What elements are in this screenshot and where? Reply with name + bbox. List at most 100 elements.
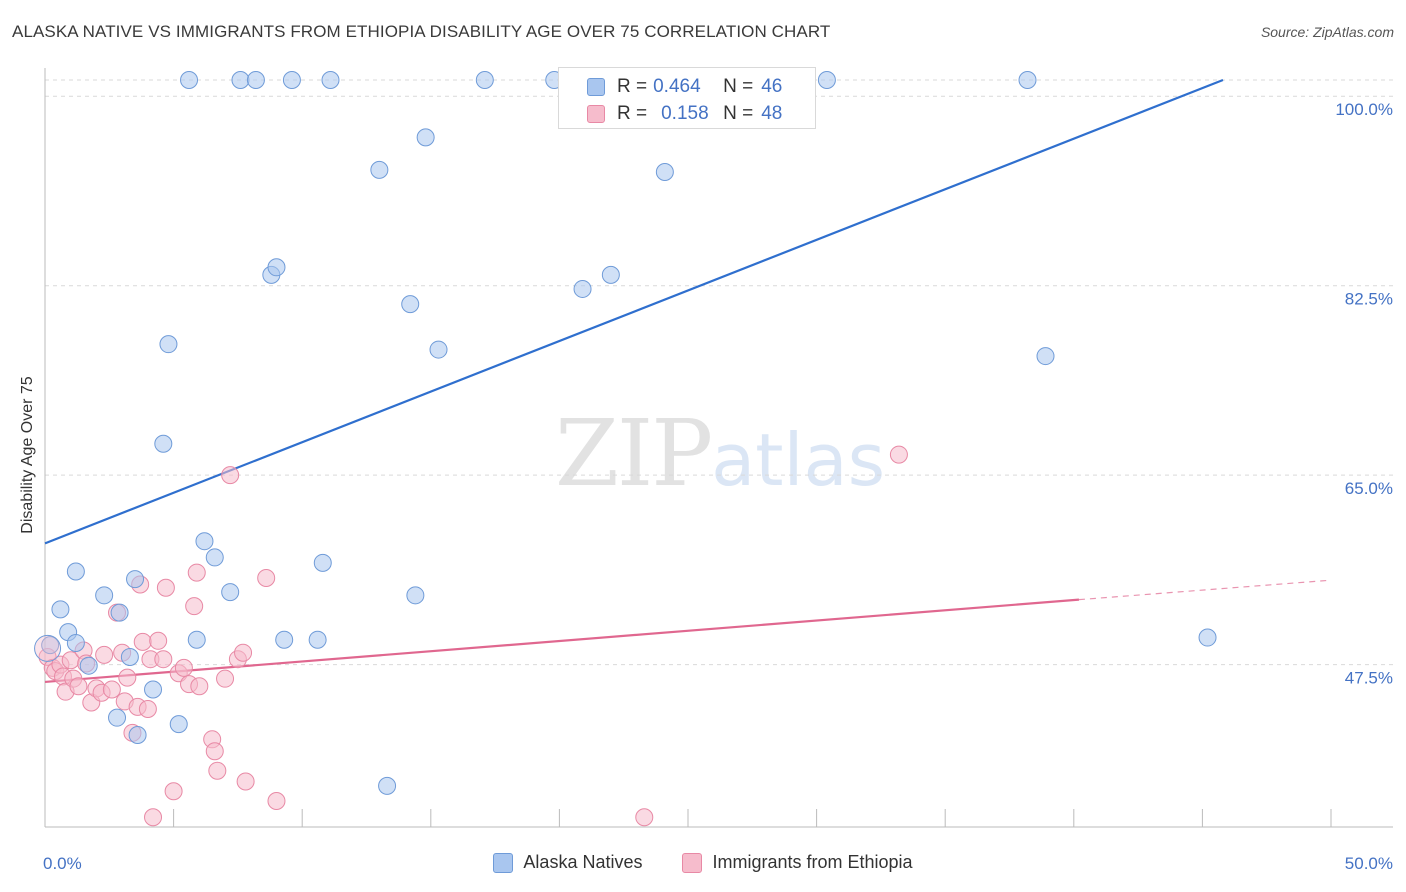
- legend-n-value: 46: [761, 76, 783, 97]
- data-point-ethiopia: [267, 792, 286, 811]
- data-point-alaska-natives: [51, 600, 70, 619]
- x-tick-label-max: 50.0%: [1345, 854, 1393, 873]
- data-point-alaska-natives: [308, 630, 327, 649]
- data-point-ethiopia: [185, 597, 204, 616]
- data-point-alaska-natives: [66, 633, 85, 652]
- trend-line-ethiopia: [44, 598, 1080, 684]
- data-point-alaska-natives: [95, 586, 114, 605]
- data-point-alaska-natives: [126, 570, 145, 589]
- chart-title: ALASKA NATIVE VS IMMIGRANTS FROM ETHIOPI…: [12, 22, 831, 41]
- data-point-alaska-natives: [195, 532, 214, 551]
- data-point-alaska-natives: [370, 160, 389, 179]
- data-point-ethiopia: [889, 445, 908, 464]
- data-point-alaska-natives: [817, 71, 836, 89]
- data-point-ethiopia: [221, 466, 240, 485]
- data-point-alaska-natives: [406, 586, 425, 605]
- data-point-ethiopia: [190, 677, 209, 696]
- data-point-ethiopia: [156, 578, 175, 597]
- data-point-alaska-natives: [267, 258, 286, 277]
- watermark-atlas: atlas: [711, 418, 886, 502]
- data-point-alaska-natives: [154, 434, 173, 453]
- data-point-alaska-natives: [655, 163, 674, 182]
- data-point-ethiopia: [187, 563, 206, 582]
- data-point-alaska-natives: [169, 715, 188, 734]
- legend-r-label: R =: [617, 76, 648, 97]
- grid-lines: [45, 79, 1393, 666]
- data-point-alaska-natives: [120, 648, 139, 667]
- series-legend-ethiopia[interactable]: Immigrants from Ethiopia: [682, 852, 913, 873]
- data-point-ethiopia: [138, 699, 157, 718]
- data-point-alaska-natives: [401, 295, 420, 314]
- series-legend-alaska-natives[interactable]: Alaska Natives: [493, 852, 642, 873]
- data-point-ethiopia: [174, 658, 193, 677]
- legend-n-value: 48: [761, 103, 783, 124]
- data-point-alaska-natives: [108, 708, 127, 727]
- data-point-ethiopia: [144, 808, 163, 827]
- data-point-alaska-natives: [1036, 347, 1055, 366]
- data-point-alaska-natives: [378, 776, 397, 795]
- legend-n-label: N =: [723, 76, 754, 97]
- trend-line-alaska-natives: [44, 78, 1224, 545]
- legend-r-label: R =: [617, 103, 648, 124]
- data-point-ethiopia: [118, 668, 137, 687]
- data-point-alaska-natives: [1018, 71, 1037, 89]
- legend-r-value: 0.158: [661, 103, 709, 124]
- y-tick-label: 100.0%: [1335, 100, 1393, 119]
- data-point-ethiopia: [102, 680, 121, 699]
- legend-row-ethiopia: R = 0.158 N = 48: [587, 101, 782, 127]
- data-point-ethiopia: [69, 677, 88, 696]
- y-tick-label: 65.0%: [1345, 479, 1393, 498]
- data-point-alaska-natives: [429, 340, 448, 359]
- series-swatch-pink: [682, 852, 703, 873]
- legend-r-value: 0.464: [653, 76, 701, 97]
- data-point-alaska-natives: [231, 71, 250, 89]
- watermark: ZIPatlas: [555, 400, 885, 507]
- data-point-alaska-natives: [1198, 628, 1217, 647]
- series-name: Alaska Natives: [523, 852, 643, 872]
- data-point-alaska-natives: [144, 680, 163, 699]
- legend-row-alaska-natives: R = 0.464 N = 46: [587, 74, 782, 100]
- tick-labels: 47.5% 65.0% 82.5% 100.0% 0.0% 50.0%: [43, 100, 1393, 873]
- data-point-alaska-natives: [128, 725, 147, 744]
- data-point-ethiopia: [635, 808, 654, 827]
- watermark-zip: ZIP: [555, 400, 713, 507]
- data-point-alaska-natives: [275, 630, 294, 649]
- data-point-alaska-natives: [41, 636, 60, 655]
- axes: [44, 68, 1393, 828]
- data-point-alaska-natives: [475, 71, 494, 89]
- data-point-alaska-natives: [221, 583, 240, 602]
- data-point-ethiopia: [149, 631, 168, 650]
- points-immigrants-from-ethiopia: [38, 445, 908, 827]
- data-point-alaska-natives: [282, 71, 301, 89]
- series-name: Immigrants from Ethiopia: [712, 852, 913, 872]
- legend-n-label: N =: [723, 103, 754, 124]
- data-point-alaska-natives: [110, 603, 129, 622]
- correlation-legend: R = 0.464 N = 46 R = 0.158 N = 48: [558, 67, 816, 129]
- data-point-cluster-origin: [34, 634, 62, 662]
- data-point-alaska-natives: [159, 335, 178, 354]
- data-point-alaska-natives: [246, 71, 265, 89]
- data-point-alaska-natives: [416, 128, 435, 147]
- data-point-ethiopia: [205, 742, 224, 761]
- series-legend: Alaska Natives Immigrants from Ethiopia: [0, 852, 1406, 873]
- data-point-ethiopia: [257, 569, 276, 587]
- points-alaska-natives: [34, 71, 1217, 795]
- data-point-ethiopia: [236, 772, 255, 791]
- data-point-alaska-natives: [321, 71, 340, 89]
- data-point-alaska-natives: [187, 630, 206, 649]
- data-point-alaska-natives: [205, 548, 224, 567]
- trend-line-ethiopia-extension: [1078, 579, 1332, 601]
- x-tick-label-min: 0.0%: [43, 854, 82, 873]
- data-point-ethiopia: [234, 643, 253, 662]
- data-point-alaska-natives: [66, 562, 85, 581]
- data-point-ethiopia: [164, 782, 183, 801]
- legend-swatch-pink: [587, 105, 605, 123]
- legend-swatch-blue: [587, 78, 605, 96]
- series-swatch-blue: [493, 852, 514, 873]
- trend-lines: [44, 78, 1332, 684]
- source-credit: Source: ZipAtlas.com: [1260, 24, 1394, 40]
- y-tick-label: 47.5%: [1345, 669, 1393, 688]
- data-point-alaska-natives: [79, 656, 98, 675]
- data-point-ethiopia: [208, 761, 227, 780]
